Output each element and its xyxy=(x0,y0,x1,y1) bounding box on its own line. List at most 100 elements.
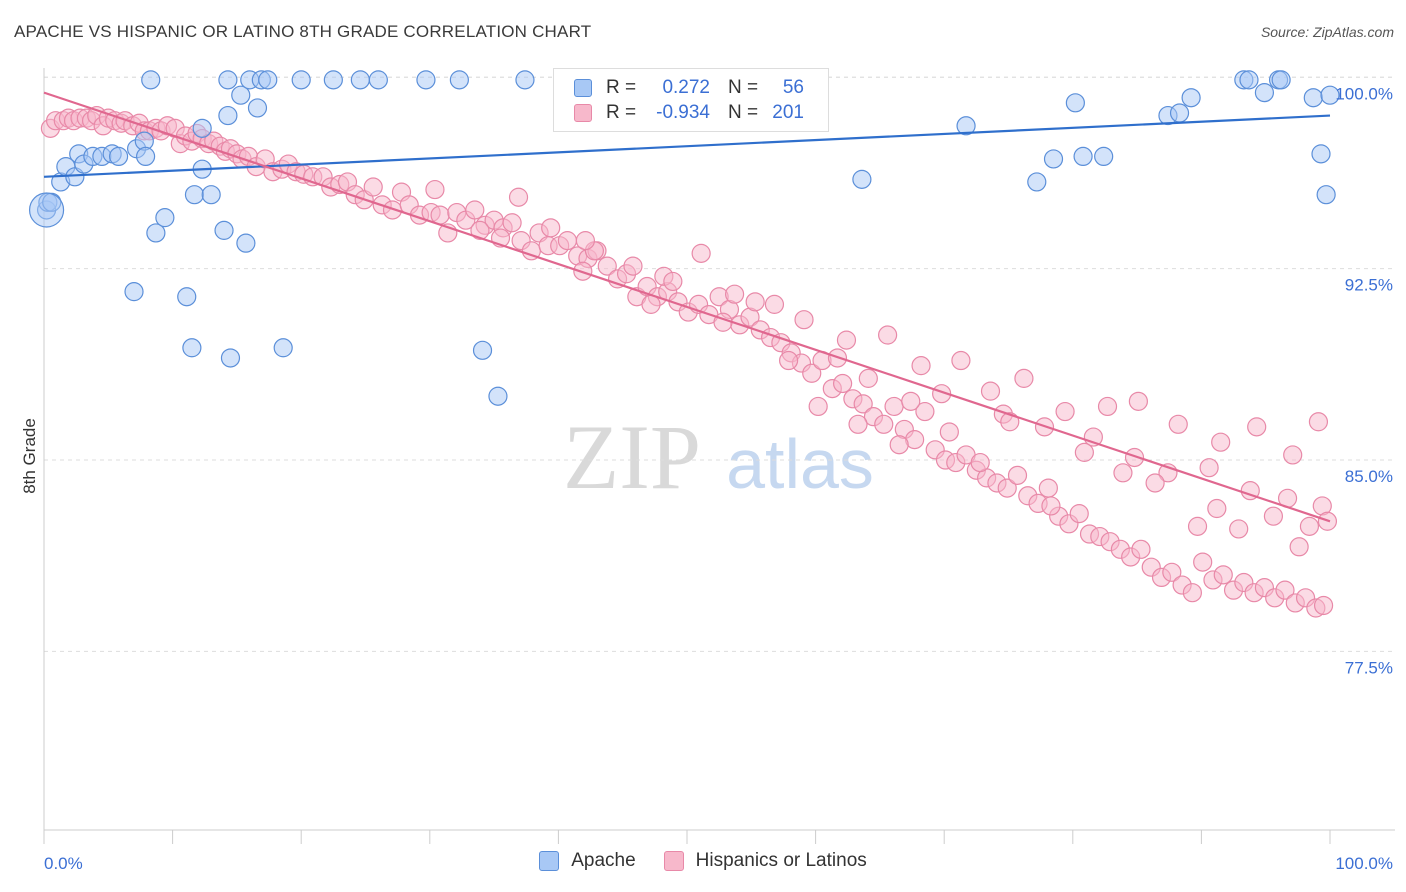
hispanic-point xyxy=(470,220,490,240)
hispanic-point xyxy=(1074,442,1094,462)
apache-point xyxy=(184,185,205,205)
hispanic-point xyxy=(1289,537,1309,557)
hispanic-point xyxy=(502,213,522,233)
hispanic-point xyxy=(1000,412,1020,432)
bottom-legend-swatch-apache xyxy=(539,851,560,871)
hispanic-point xyxy=(1168,414,1188,434)
y-axis-label: 8th Grade xyxy=(20,418,39,494)
apache-point xyxy=(368,70,388,90)
hispanic-point xyxy=(1193,552,1213,572)
hispanic-point xyxy=(970,452,990,473)
y-tick-label: 85.0% xyxy=(1345,467,1393,486)
y-tick-label: 92.5% xyxy=(1345,276,1393,295)
hispanic-point xyxy=(1182,583,1202,603)
hispanic-point xyxy=(1213,565,1233,585)
axes xyxy=(43,68,1395,844)
hispanic-point xyxy=(1055,401,1075,422)
hispanic-point xyxy=(915,401,935,422)
hispanic-point xyxy=(1131,539,1151,559)
apache-point xyxy=(1311,144,1331,164)
hispanic-point xyxy=(663,271,683,292)
hispanic-point xyxy=(1069,504,1089,524)
apache-point xyxy=(192,118,212,138)
hispanic-point xyxy=(575,231,596,251)
hispanic-point xyxy=(541,218,561,238)
bottom-legend-hispanic: Hispanics or Latinos xyxy=(663,850,867,872)
hispanic-point xyxy=(901,391,921,411)
apache-point xyxy=(1027,172,1047,192)
apache-point xyxy=(135,146,156,167)
apache-point-large xyxy=(28,192,65,228)
hispanic-point xyxy=(1162,562,1182,582)
bottom-legend: Apache Hispanics or Latinos xyxy=(0,850,1406,872)
apache-point xyxy=(1303,88,1323,108)
hispanic-point xyxy=(557,231,578,251)
hispanic-point xyxy=(833,373,853,394)
apache-point xyxy=(449,70,469,90)
legend-n-label: N = xyxy=(728,77,759,98)
hispanic-point xyxy=(597,256,617,276)
legend-r-value: 0.272 xyxy=(662,77,710,98)
trend-lines xyxy=(43,91,1331,523)
legend-swatch-apache xyxy=(574,79,592,97)
apache-point xyxy=(124,282,144,302)
hispanic-point xyxy=(980,381,1001,401)
hispanic-point xyxy=(848,414,868,434)
hispanic-point xyxy=(1263,506,1284,526)
legend-n-label: N = xyxy=(728,102,759,123)
apache-point xyxy=(177,287,197,307)
hispanic-point xyxy=(1187,516,1208,536)
hispanic-point xyxy=(997,478,1017,498)
watermark-atlas: atlas xyxy=(726,425,874,503)
apache-point xyxy=(236,233,256,253)
tick-labels: 77.5% 85.0% 92.5% 100.0% 0.0% 100.0% xyxy=(44,84,1393,873)
apache-point xyxy=(220,348,241,368)
legend-n-value: 56 xyxy=(782,77,804,98)
legend-r-label: R = xyxy=(606,102,637,123)
bottom-legend-label: Hispanics or Latinos xyxy=(695,850,867,871)
apache-point xyxy=(218,105,238,126)
hispanic-point xyxy=(911,356,931,376)
hispanic-point xyxy=(889,435,909,455)
apache-point xyxy=(201,185,221,205)
apache-point xyxy=(108,146,129,167)
apache-point xyxy=(852,169,872,189)
apache-point xyxy=(416,70,436,90)
y-tick-label: 77.5% xyxy=(1345,658,1393,677)
apache-point xyxy=(273,338,293,358)
legend-r-value: -0.934 xyxy=(656,102,710,123)
watermark-zip: ZIP xyxy=(563,406,701,508)
apache-point xyxy=(956,116,976,136)
apache-point xyxy=(247,98,268,118)
apache-point xyxy=(141,70,161,90)
apache-point xyxy=(218,70,238,90)
hispanic-point xyxy=(1308,412,1329,432)
chart-title: APACHE VS HISPANIC OR LATINO 8TH GRADE C… xyxy=(14,22,592,41)
apache-trend-line xyxy=(43,114,1331,178)
hispanic-point xyxy=(1014,368,1034,388)
apache-point xyxy=(1254,83,1275,103)
apache-point xyxy=(146,223,166,243)
apache-point xyxy=(1065,93,1085,113)
apache-point xyxy=(1320,85,1340,105)
hispanic-point xyxy=(363,177,383,197)
hispanic-point xyxy=(853,394,873,414)
legend-swatch-hispanic xyxy=(574,104,592,122)
hispanic-point xyxy=(724,284,745,304)
hispanic-point xyxy=(465,200,485,220)
hispanic-point xyxy=(1207,498,1227,519)
x-tick-label: 100.0% xyxy=(1335,854,1393,873)
apache-point xyxy=(291,70,311,90)
apache-point xyxy=(258,70,278,90)
hispanic-point xyxy=(1007,465,1028,485)
hispanic-point xyxy=(1199,458,1219,478)
apache-point xyxy=(472,340,493,360)
hispanic-point xyxy=(745,292,765,312)
legend-row-hispanic: R = -0.934 N = 201 xyxy=(574,101,804,125)
hispanic-point xyxy=(1124,447,1145,468)
apache-point xyxy=(231,85,251,105)
apache-point xyxy=(323,70,343,90)
hispanic-point xyxy=(951,350,971,371)
hispanic-point xyxy=(1038,478,1058,498)
